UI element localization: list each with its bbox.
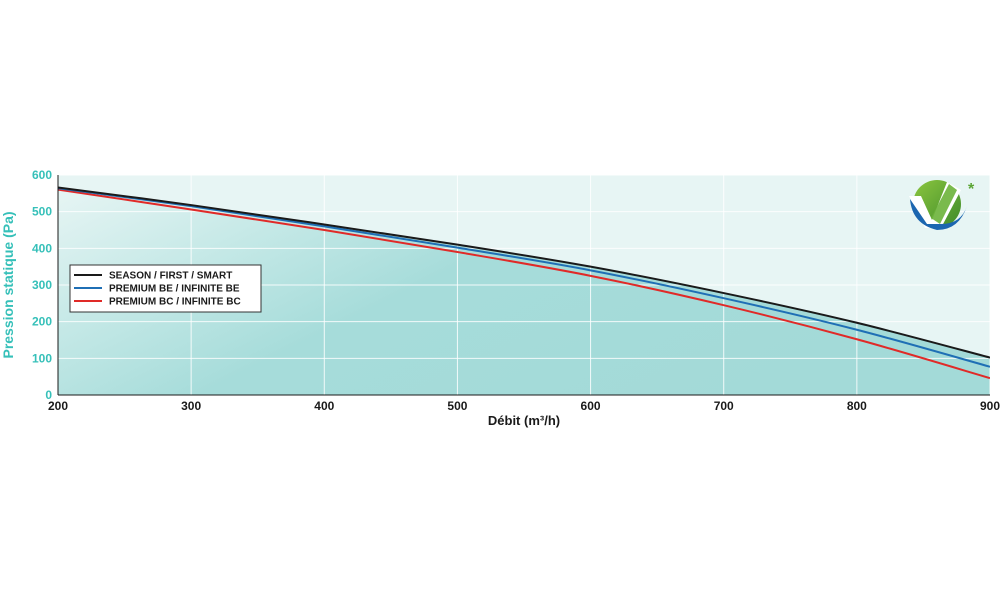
series-line-1 <box>58 186 990 359</box>
legend-label: SEASON / FIRST / SMART <box>109 271 232 282</box>
series-lines <box>58 186 990 380</box>
x-tick-label: 300 <box>181 399 201 413</box>
x-tick-label: 700 <box>714 399 734 413</box>
legend-label: PREMIUM BE / INFINITE BE <box>109 284 240 295</box>
checkmark-logo-icon <box>909 180 967 230</box>
x-tick-label: 900 <box>980 399 1000 413</box>
y-tick-label: 300 <box>32 278 52 292</box>
area-under-curve <box>58 187 990 395</box>
x-tick-label: 400 <box>314 399 334 413</box>
x-tick-label: 800 <box>847 399 867 413</box>
x-tick-labels: 200 300 400 500 600 700 800 900 <box>48 399 1000 413</box>
y-axis-title: Pression statique (Pa) <box>0 211 16 358</box>
series-line-3 <box>58 188 990 380</box>
x-tick-label: 600 <box>581 399 601 413</box>
x-tick-label: 500 <box>447 399 467 413</box>
series-line-2 <box>58 187 990 368</box>
y-tick-labels: 0 100 200 300 400 500 600 <box>32 168 52 402</box>
y-tick-label: 0 <box>45 388 52 402</box>
y-tick-label: 400 <box>32 241 52 255</box>
y-tick-label: 500 <box>32 205 52 219</box>
x-tick-label: 200 <box>48 399 68 413</box>
legend: SEASON / FIRST / SMART PREMIUM BE / INFIN… <box>69 264 262 313</box>
legend-label: PREMIUM BC / INFINITE BC <box>109 297 241 308</box>
y-tick-label: 200 <box>32 315 52 329</box>
y-tick-label: 600 <box>32 168 52 182</box>
x-axis-title: Débit (m³/h) <box>488 413 560 428</box>
y-tick-label: 100 <box>32 351 52 365</box>
logo-asterisk: * <box>968 181 975 198</box>
